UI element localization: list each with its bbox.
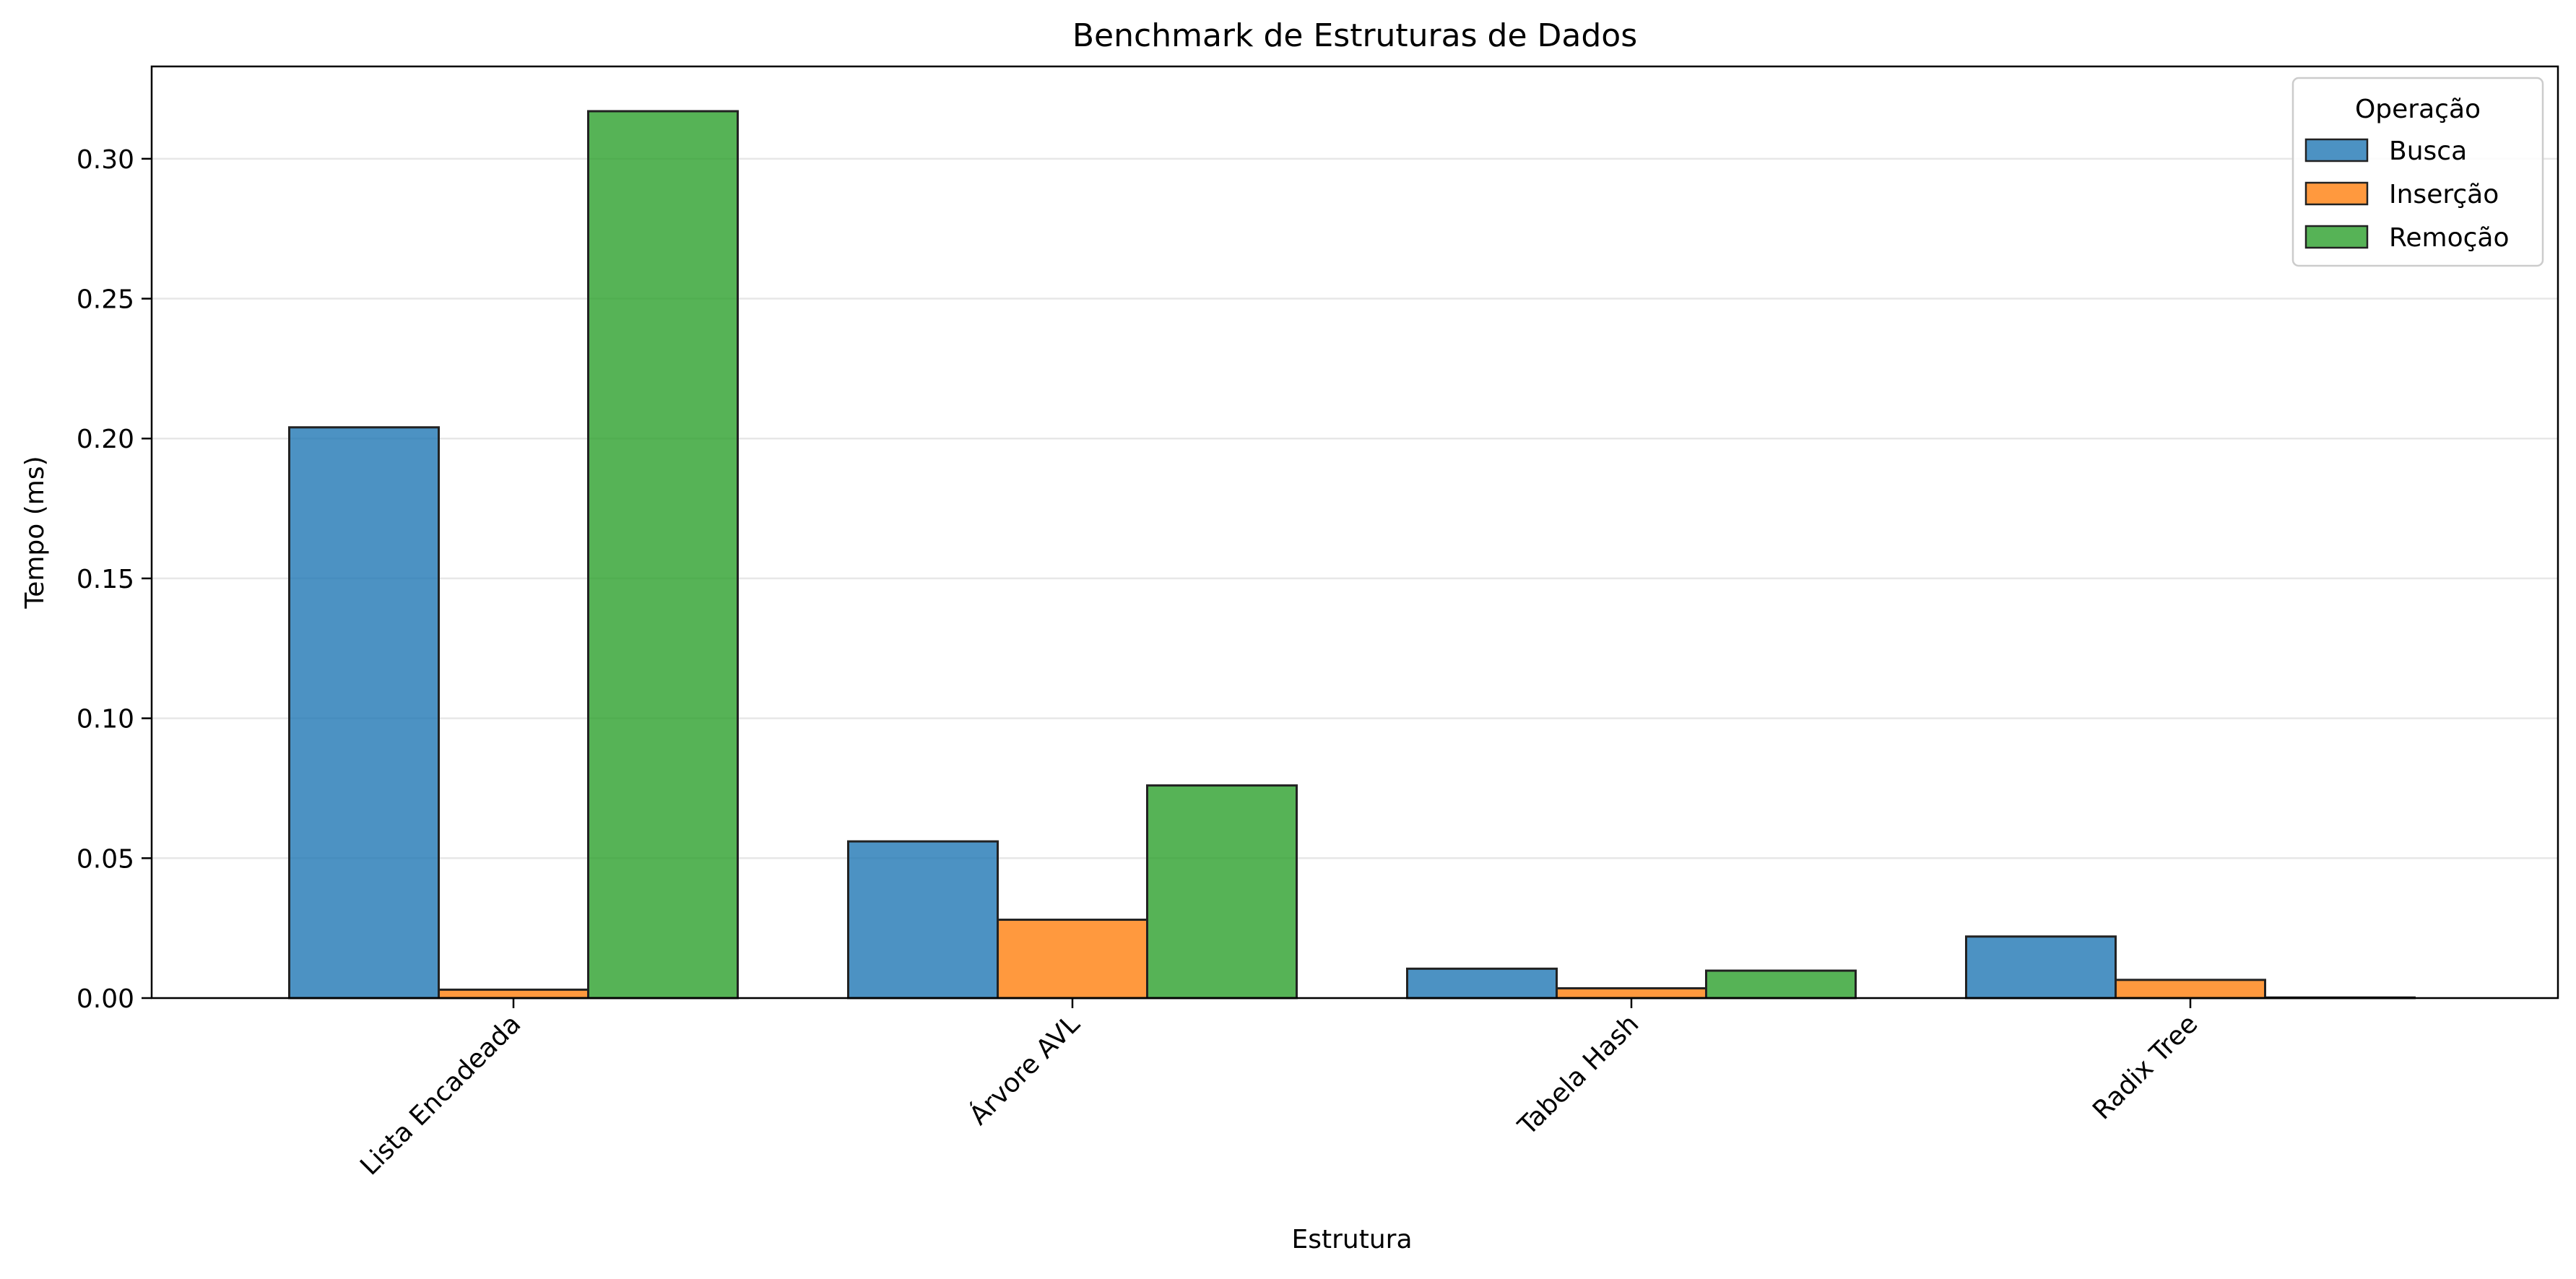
legend-label-busca: Busca [2389,136,2467,166]
y-tick-label: 0.00 [77,984,134,1014]
plot-area-frame [150,65,2559,1000]
x-axis-label: Estrutura [1291,1225,1412,1254]
y-axis-label: Tempo (ms) [20,456,50,609]
legend-swatch-busca [2304,138,2369,162]
bar-busca-3 [1965,935,2117,1000]
y-tick-label: 0.15 [77,565,134,594]
y-tick-label: 0.30 [77,145,134,175]
bar-remoo-2 [1705,969,1857,1000]
y-tick-label: 0.10 [77,705,134,734]
y-tick-label: 0.20 [77,425,134,454]
bar-insero-2 [1556,987,1707,1000]
bar-busca-0 [288,426,440,1000]
chart-title: Benchmark de Estruturas de Dados [1072,17,1637,54]
legend-swatch-remocao [2304,225,2369,249]
bar-remoo-1 [1146,784,1298,1000]
legend-title: Operação [2355,95,2481,124]
legend: Operação Busca Inserção Remoção [2291,77,2544,267]
bar-busca-1 [847,840,999,1000]
legend-label-remocao: Remoção [2389,223,2510,253]
bar-remoo-0 [587,110,739,1000]
bar-busca-2 [1406,967,1558,1000]
y-tick-label: 0.05 [77,844,134,874]
legend-label-insercao: Inserção [2389,180,2499,209]
y-tick-label: 0.25 [77,285,134,315]
legend-swatch-insercao [2304,181,2369,206]
bar-insero-3 [2115,979,2266,1000]
bar-insero-0 [438,988,589,1000]
legend-frame [2291,77,2544,267]
bar-insero-1 [997,919,1148,1000]
